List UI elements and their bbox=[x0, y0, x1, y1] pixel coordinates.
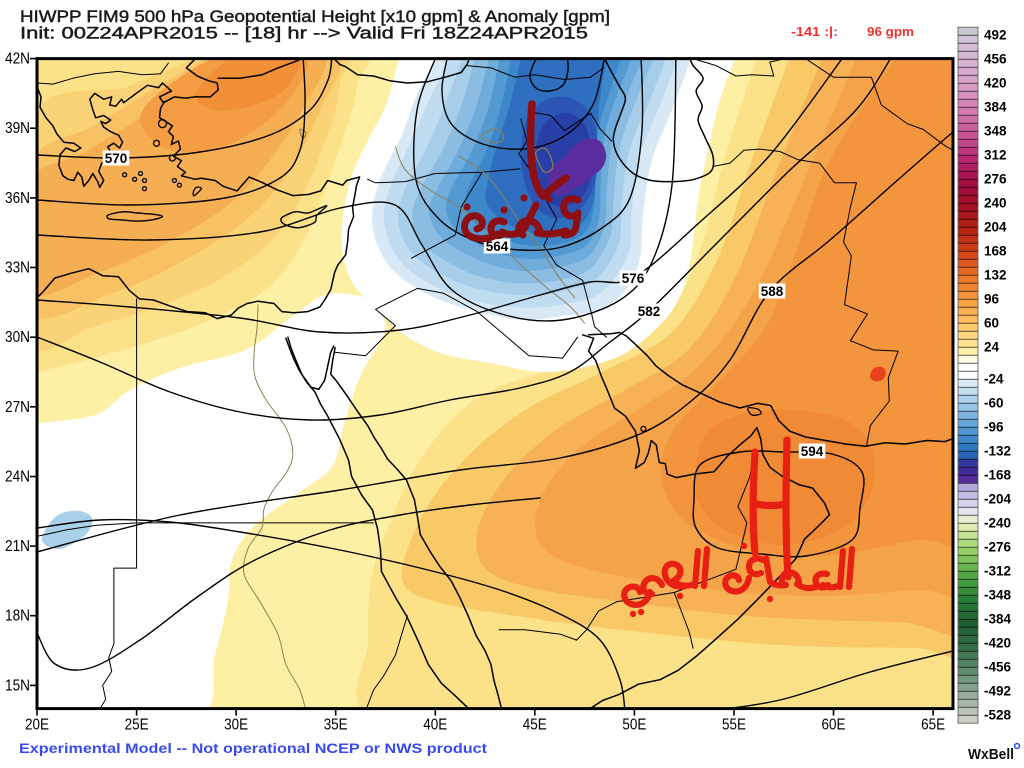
svg-text:582: 582 bbox=[638, 304, 661, 319]
svg-text:312: 312 bbox=[984, 148, 1007, 163]
svg-text:-240: -240 bbox=[984, 516, 1011, 531]
svg-text:96: 96 bbox=[984, 292, 1000, 307]
svg-text:45E: 45E bbox=[523, 717, 547, 734]
svg-text:HIWPP FIM9 500 hPa Geopotentia: HIWPP FIM9 500 hPa Geopotential Height [… bbox=[20, 8, 610, 26]
svg-text:60E: 60E bbox=[822, 717, 846, 734]
svg-text:39N: 39N bbox=[5, 120, 30, 137]
svg-text:588: 588 bbox=[761, 284, 784, 299]
svg-text:21N: 21N bbox=[5, 538, 30, 555]
svg-text:564: 564 bbox=[486, 239, 509, 254]
svg-text:-312: -312 bbox=[984, 564, 1011, 579]
svg-text:492: 492 bbox=[984, 28, 1007, 43]
svg-text:132: 132 bbox=[984, 268, 1007, 283]
svg-text:-456: -456 bbox=[984, 660, 1012, 675]
svg-text:204: 204 bbox=[984, 220, 1007, 235]
svg-text:36N: 36N bbox=[5, 190, 30, 207]
svg-text:384: 384 bbox=[984, 100, 1007, 115]
svg-text:55E: 55E bbox=[722, 717, 746, 734]
svg-text:15N: 15N bbox=[5, 677, 30, 694]
svg-text:-492: -492 bbox=[984, 684, 1011, 699]
svg-text:-420: -420 bbox=[984, 636, 1011, 651]
svg-text:96 gpm: 96 gpm bbox=[867, 25, 914, 39]
svg-text:30E: 30E bbox=[224, 717, 248, 734]
svg-text:-168: -168 bbox=[984, 468, 1012, 483]
svg-text:24: 24 bbox=[984, 340, 1000, 355]
svg-text:-60: -60 bbox=[984, 396, 1004, 411]
svg-text:-276: -276 bbox=[984, 540, 1012, 555]
svg-text:65E: 65E bbox=[921, 717, 945, 734]
svg-text:33N: 33N bbox=[5, 260, 30, 277]
svg-text:-204: -204 bbox=[984, 492, 1012, 507]
svg-text:240: 240 bbox=[984, 196, 1007, 211]
svg-text:20E: 20E bbox=[25, 717, 49, 734]
svg-text:168: 168 bbox=[984, 244, 1007, 259]
svg-text:-96: -96 bbox=[984, 420, 1004, 435]
svg-text:594: 594 bbox=[801, 444, 824, 459]
svg-text:50E: 50E bbox=[622, 717, 646, 734]
svg-text:25E: 25E bbox=[125, 717, 149, 734]
svg-text:-24: -24 bbox=[984, 372, 1004, 387]
svg-text:-384: -384 bbox=[984, 612, 1012, 627]
svg-text:570: 570 bbox=[105, 151, 128, 166]
svg-text:27N: 27N bbox=[5, 399, 30, 416]
svg-text:30N: 30N bbox=[5, 329, 30, 346]
svg-text:Experimental Model -- Not oper: Experimental Model -- Not operational NC… bbox=[19, 740, 487, 756]
svg-text:40E: 40E bbox=[423, 717, 447, 734]
svg-text:18N: 18N bbox=[5, 608, 30, 625]
svg-text:42N: 42N bbox=[5, 51, 30, 68]
svg-text:Init: 00Z24APR2015 -- [18] hr: Init: 00Z24APR2015 -- [18] hr --> Valid … bbox=[20, 25, 588, 43]
svg-text:348: 348 bbox=[984, 124, 1007, 139]
svg-text:WxBell: WxBell bbox=[968, 746, 1014, 763]
svg-text:-132: -132 bbox=[984, 444, 1011, 459]
svg-text:24N: 24N bbox=[5, 469, 30, 486]
svg-text:35E: 35E bbox=[324, 717, 348, 734]
svg-text:456: 456 bbox=[984, 52, 1007, 67]
svg-text:576: 576 bbox=[622, 271, 645, 286]
svg-text:60: 60 bbox=[984, 316, 999, 331]
svg-text:-528: -528 bbox=[984, 708, 1012, 723]
svg-text:-348: -348 bbox=[984, 588, 1012, 603]
svg-text:-141 :|:: -141 :|: bbox=[791, 25, 838, 39]
svg-text:276: 276 bbox=[984, 172, 1007, 187]
svg-text:420: 420 bbox=[984, 76, 1007, 91]
